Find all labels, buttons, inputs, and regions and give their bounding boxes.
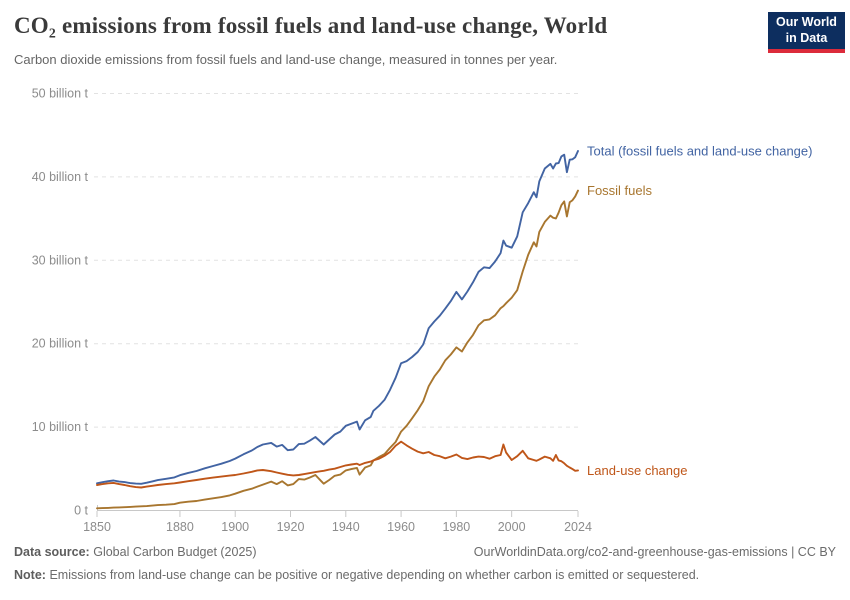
y-tick-label-20: 20 billion t xyxy=(32,337,89,351)
chart-subtitle: Carbon dioxide emissions from fossil fue… xyxy=(14,52,558,67)
x-tick-label-1980: 1980 xyxy=(442,520,470,534)
y-tick-label-40: 40 billion t xyxy=(32,170,89,184)
series-line-total-fossil-fuels-and-land-use-change[interactable] xyxy=(96,150,579,485)
x-tick-label-2024: 2024 xyxy=(564,520,592,534)
y-tick-label-10: 10 billion t xyxy=(32,420,89,434)
x-tick-label-1880: 1880 xyxy=(166,520,194,534)
data-source-label: Data source: xyxy=(14,545,90,559)
series-label-fossil-fuels[interactable]: Fossil fuels xyxy=(587,183,653,198)
series-line-land-use-change[interactable] xyxy=(96,440,579,489)
data-source: Data source: Global Carbon Budget (2025) xyxy=(14,545,257,559)
x-tick-label-1960: 1960 xyxy=(387,520,415,534)
x-tick-label-1900: 1900 xyxy=(221,520,249,534)
emissions-line-chart: 0 t 10 billion t 20 billion t 30 billion t 4… xyxy=(32,87,813,535)
x-tick-label-1920: 1920 xyxy=(277,520,305,534)
series-label-total-fossil-fuels-and-land-use-change[interactable]: Total (fossil fuels and land-use change) xyxy=(587,143,812,158)
x-tick-label-1940: 1940 xyxy=(332,520,360,534)
page-title: CO₂ emissions from fossil fuels and land… xyxy=(14,13,608,38)
note-label: Note: xyxy=(14,568,46,582)
owid-logo[interactable]: Our World in Data xyxy=(768,12,845,53)
series-line-fossil-fuels[interactable] xyxy=(96,189,579,510)
y-tick-label-30: 30 billion t xyxy=(32,253,89,267)
chart-note: Note: Emissions from land-use change can… xyxy=(14,568,836,582)
x-tick-label-1850: 1850 xyxy=(83,520,111,534)
series-label-land-use-change[interactable]: Land-use change xyxy=(587,463,687,478)
y-tick-label-0: 0 t xyxy=(74,504,88,518)
chart-footer: Data source: Global Carbon Budget (2025)… xyxy=(14,545,836,582)
x-tick-label-2000: 2000 xyxy=(498,520,526,534)
data-source-value: Global Carbon Budget (2025) xyxy=(93,545,257,559)
canonical-url-link[interactable]: OurWorldinData.org/co2-and-greenhouse-ga… xyxy=(473,545,836,559)
y-tick-label-50: 50 billion t xyxy=(32,87,89,101)
owid-logo-line2: in Data xyxy=(785,30,828,45)
note-value: Emissions from land-use change can be po… xyxy=(49,568,700,582)
owid-logo-line1: Our World xyxy=(776,15,837,30)
